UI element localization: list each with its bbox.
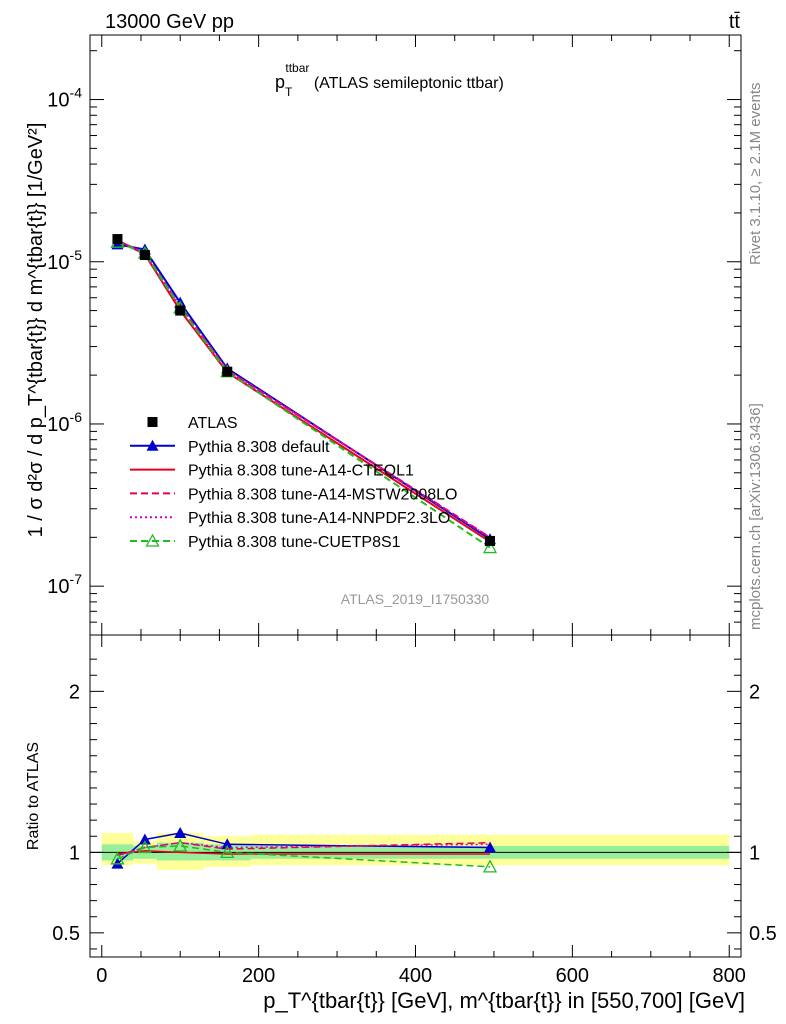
ratio-plot-frame xyxy=(89,634,742,958)
y-tick-label: 10-6 xyxy=(47,409,82,436)
ratio-point xyxy=(173,838,188,852)
ratio-series xyxy=(110,827,498,873)
legend-entry-label: Pythia 8.308 tune-A14-CTEQL1 xyxy=(188,463,414,480)
legend: ATLAS Pythia 8.308 default Pythia 8.308 tu… xyxy=(130,415,457,551)
data-point xyxy=(482,540,498,554)
axis-tick-labels: 0 200 400 600 800 10-7 10-6 10-5 10-4 0.5 0.5 1 1 2 2 xyxy=(47,85,777,987)
y-tick-label: 10-4 xyxy=(47,85,82,112)
x-tick-label: 800 xyxy=(713,965,746,987)
ratio-tick-label-right: 1 xyxy=(749,842,760,864)
x-tick-label: 400 xyxy=(399,965,432,987)
mcplots-reference-label: mcplots.cern.ch [arXiv:1306.3436] xyxy=(747,403,764,630)
x-tick-label: 600 xyxy=(556,965,589,987)
series-line-4 xyxy=(117,239,491,539)
energy-label: 13000 GeV pp xyxy=(105,11,234,33)
ratio-point xyxy=(174,827,187,839)
process-label: tt̄ xyxy=(729,11,741,33)
x-tick-label: 200 xyxy=(242,965,275,987)
ratio-point xyxy=(482,859,498,873)
data-point xyxy=(112,234,123,245)
legend-entry-label: Pythia 8.308 tune-CUETP8S1 xyxy=(188,534,401,551)
ratio-point xyxy=(111,857,124,869)
legend-entry-label: Pythia 8.308 tune-A14-MSTW2008LO xyxy=(188,486,457,503)
legend-entry-label: Pythia 8.308 default xyxy=(188,439,330,456)
axis-ticks xyxy=(90,35,741,957)
ratio-line-5 xyxy=(117,845,491,868)
data-point xyxy=(139,250,150,261)
ratio-tick-label-right: 2 xyxy=(749,681,760,703)
plot-title: pTttbar (ATLAS semileptonic ttbar) xyxy=(275,61,504,99)
data-point xyxy=(175,305,186,316)
legend-marker xyxy=(147,417,158,427)
ratio-point xyxy=(137,840,152,854)
ratio-tick-label-right: 0.5 xyxy=(749,923,777,945)
ratio-line-3 xyxy=(117,841,491,857)
ratio-tick-label: 0.5 xyxy=(52,923,80,945)
ratio-point xyxy=(220,844,235,858)
ratio-uncertainty-bands xyxy=(90,833,741,871)
x-axis-label: p_T^{tbar{t}} [GeV], m^{tbar{t}} in [550… xyxy=(263,988,745,1013)
main-y-axis-label: 1 / σ d²σ / d p_T^{tbar{t}} d m^{tbar{t}… xyxy=(25,123,47,538)
legend-entry-label: Pythia 8.308 tune-A14-NNPDF2.3LO xyxy=(188,510,450,527)
ratio-tick-label: 2 xyxy=(69,681,80,703)
x-tick-label: 0 xyxy=(96,965,107,987)
data-point xyxy=(222,366,233,377)
y-tick-label: 10-7 xyxy=(47,571,82,598)
ratio-point xyxy=(110,851,125,865)
ratio-point xyxy=(138,833,151,845)
data-point xyxy=(485,535,496,546)
main-series xyxy=(110,234,498,554)
rivet-version-label: Rivet 3.1.10, ≥ 2.1M events xyxy=(747,83,764,266)
ratio-y-axis-label: Ratio to ATLAS xyxy=(25,742,42,850)
legend-entry-label: ATLAS xyxy=(188,415,238,432)
legend-marker xyxy=(146,439,159,451)
ratio-line-2 xyxy=(117,849,491,855)
ratio-tick-label: 1 xyxy=(69,842,80,864)
analysis-id-label: ATLAS_2019_I1750330 xyxy=(341,591,490,607)
ratio-point xyxy=(221,838,234,850)
ratio-point xyxy=(484,841,497,853)
y-tick-label: 10-5 xyxy=(47,247,82,274)
legend-marker xyxy=(145,533,160,547)
